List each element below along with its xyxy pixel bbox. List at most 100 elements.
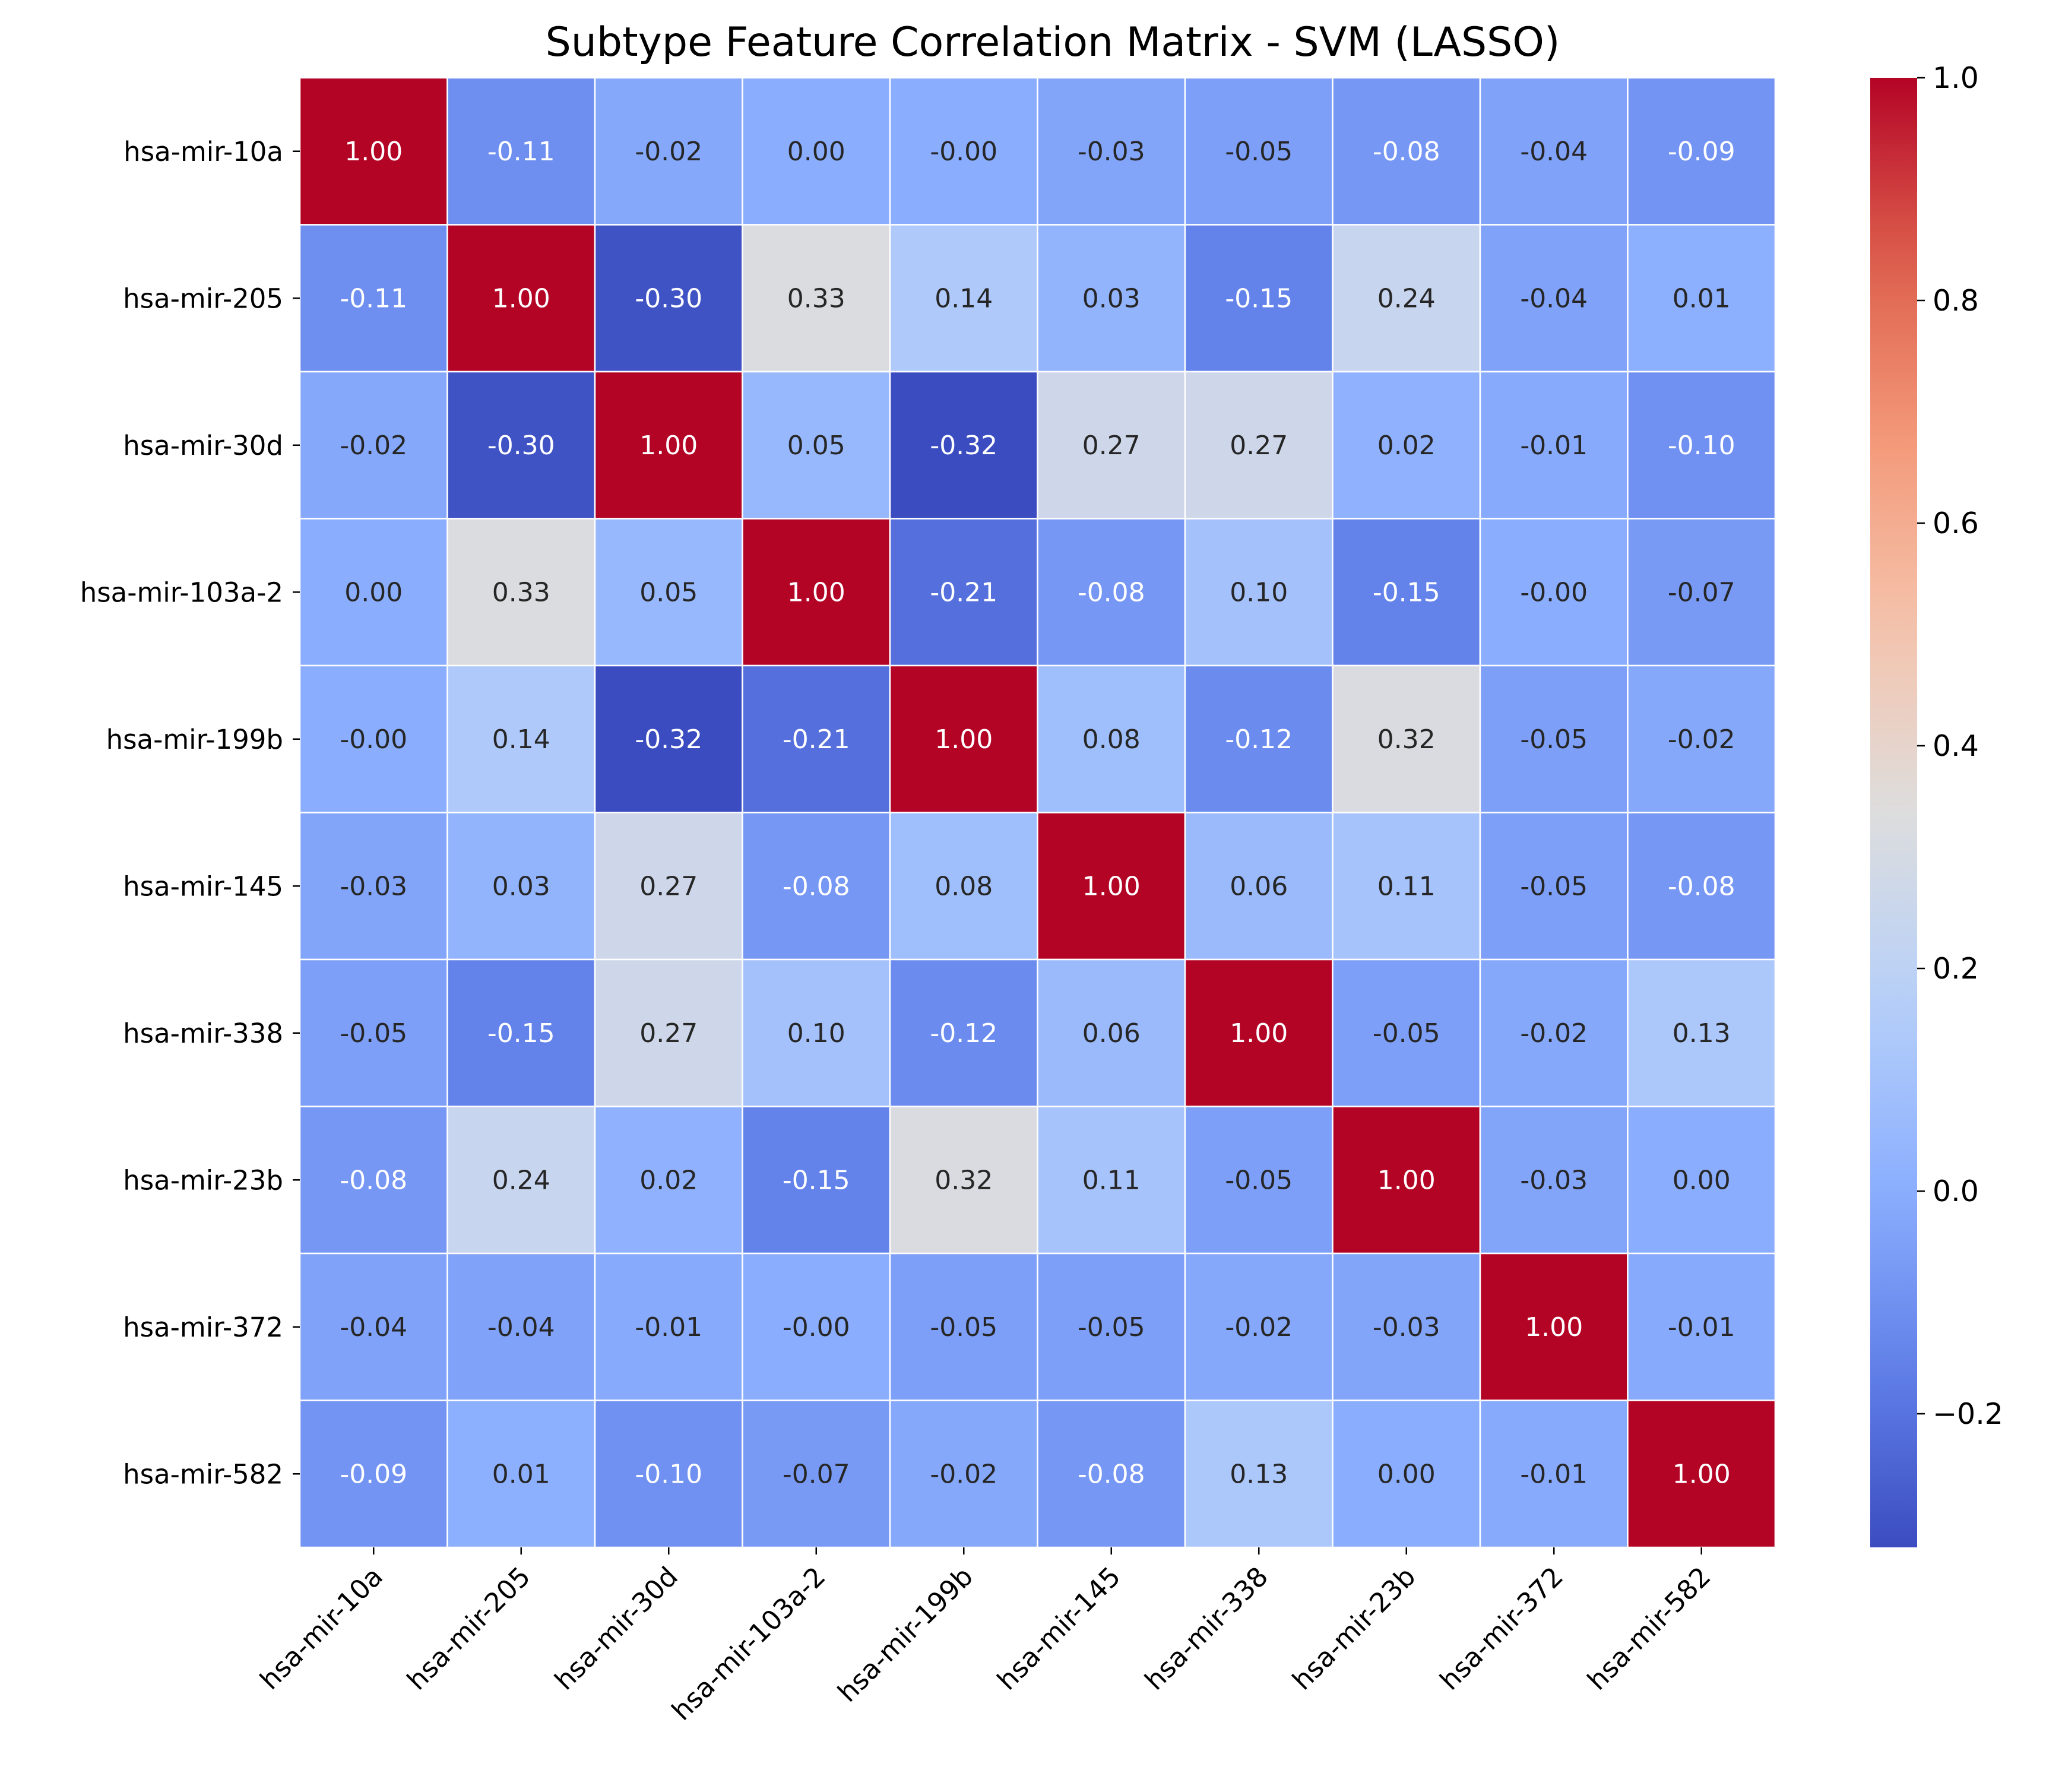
cell-value-label: 0.13: [1673, 1018, 1731, 1049]
heatmap-cell: [1332, 1400, 1481, 1549]
heatmap-cell: [1479, 1400, 1629, 1549]
cell-value-label: 0.08: [1082, 724, 1141, 755]
cell-value-label: -0.07: [783, 1459, 850, 1489]
colorbar-tick-label: 0.0: [1933, 1174, 1979, 1208]
cell-value-label: -0.07: [1668, 577, 1735, 607]
heatmap-cell: [742, 664, 891, 813]
heatmap-cell: [1184, 664, 1334, 813]
heatmap-cell: [1627, 812, 1776, 961]
cell-value-label: -0.15: [783, 1165, 850, 1195]
cell-value-label: 0.27: [639, 871, 698, 901]
heatmap-cell: [594, 518, 743, 667]
y-tick-label: hsa-mir-30d: [123, 430, 283, 461]
cell-value-label: 0.02: [1377, 430, 1436, 461]
cell-value-label: 0.00: [344, 577, 403, 607]
colorbar-gradient: [1870, 78, 1917, 1547]
cell-value-label: -0.12: [1225, 724, 1293, 755]
cell-value-label: -0.03: [340, 871, 407, 901]
cell-value-label: 1.00: [1230, 1018, 1288, 1049]
heatmap-cell: [1627, 1106, 1776, 1255]
y-tick-label: hsa-mir-199b: [106, 724, 283, 755]
cell-value-label: 0.10: [1230, 577, 1288, 607]
cell-value-label: -0.05: [1373, 1018, 1440, 1049]
cell-value-label: -0.08: [1373, 137, 1440, 167]
heatmap-cell: [1184, 958, 1334, 1107]
cell-value-label: 0.24: [1377, 283, 1436, 314]
cell-value-label: -0.08: [1668, 871, 1735, 901]
heatmap-cell: [889, 371, 1038, 520]
heatmap-cell: [446, 371, 596, 520]
cell-value-label: -0.02: [1225, 1312, 1293, 1343]
cell-value-label: -0.08: [1078, 1459, 1145, 1489]
cell-value-label: 0.33: [492, 577, 550, 607]
cell-value-label: 0.05: [639, 577, 698, 607]
heatmap-cell: [889, 664, 1038, 813]
cell-value-label: -0.15: [487, 1018, 555, 1049]
heatmap-cell: [1479, 1106, 1629, 1255]
heatmap-cell: [1332, 812, 1481, 961]
heatmap-cell: [1627, 1252, 1776, 1401]
cell-value-label: -0.10: [1668, 430, 1735, 461]
heatmap-cell: [1037, 1400, 1186, 1549]
cell-value-label: -0.10: [635, 1459, 702, 1489]
colorbar-tick-label: 0.6: [1933, 506, 1979, 540]
heatmap-cell: [299, 1400, 448, 1549]
cell-value-label: -0.01: [1520, 430, 1588, 461]
y-axis: hsa-mir-10a hsa-mir-205 hsa-mir-30d hsa-mir…: [80, 136, 300, 1490]
cell-value-label: -0.01: [1520, 1459, 1588, 1489]
cell-value-label: -0.08: [340, 1165, 407, 1195]
heatmap-cell: [1037, 812, 1186, 961]
heatmap-cell: [1037, 224, 1186, 373]
cell-value-label: -0.30: [487, 430, 555, 461]
cell-value-label: 0.08: [935, 871, 993, 901]
heatmap-cell: [446, 958, 596, 1107]
cell-value-label: 0.32: [1377, 724, 1436, 755]
cell-value-label: 0.00: [1673, 1165, 1731, 1195]
cell-value-label: 0.32: [935, 1165, 993, 1195]
heatmap-cells: [299, 77, 1776, 1549]
heatmap-cell: [742, 958, 891, 1107]
cell-value-label: 0.27: [1230, 430, 1288, 461]
heatmap-cell: [1479, 958, 1629, 1107]
heatmap-cell: [742, 812, 891, 961]
cell-value-label: 0.33: [787, 283, 845, 314]
heatmap-cell: [446, 664, 596, 813]
y-tick-label: hsa-mir-372: [123, 1312, 283, 1343]
cell-value-label: -0.12: [930, 1018, 997, 1049]
y-tick-label: hsa-mir-145: [123, 870, 283, 902]
heatmap-cell: [1479, 664, 1629, 813]
heatmap-cell: [594, 958, 743, 1107]
heatmap-cell: [1627, 224, 1776, 373]
cell-value-label: -0.04: [340, 1312, 407, 1343]
heatmap-cell: [446, 1400, 596, 1549]
cell-value-label: -0.01: [1668, 1312, 1735, 1343]
cell-value-label: -0.15: [1225, 283, 1293, 314]
heatmap-cell: [1037, 371, 1186, 520]
cell-value-label: -0.30: [635, 283, 702, 314]
heatmap-cell: [889, 1252, 1038, 1401]
heatmap-cell: [446, 812, 596, 961]
heatmap-cell: [1627, 958, 1776, 1107]
heatmap-cell: [1037, 1106, 1186, 1255]
cell-value-label: -0.00: [1520, 577, 1588, 607]
heatmap-cell: [742, 518, 891, 667]
cell-value-label: -0.01: [635, 1312, 702, 1343]
heatmap-cell: [594, 371, 743, 520]
cell-value-label: 0.05: [787, 430, 845, 461]
heatmap-cell: [889, 1106, 1038, 1255]
heatmap-cell: [1332, 224, 1481, 373]
colorbar-tick-label: 0.8: [1933, 284, 1979, 318]
heatmap-cell: [889, 958, 1038, 1107]
cell-value-label: 0.14: [935, 283, 993, 314]
y-tick-label: hsa-mir-23b: [123, 1164, 283, 1196]
cell-value-label: 0.24: [492, 1165, 550, 1195]
colorbar-tick-label: −0.2: [1933, 1397, 2003, 1431]
cell-value-label: -0.05: [1078, 1312, 1145, 1343]
heatmap-cell: [1627, 1400, 1776, 1549]
cell-value-label: -0.05: [1225, 1165, 1293, 1195]
cell-value-label: 0.03: [1082, 283, 1141, 314]
heatmap-cell: [742, 1106, 891, 1255]
heatmap-cell: [446, 1106, 596, 1255]
heatmap-cell: [594, 812, 743, 961]
heatmap-cell: [1627, 77, 1776, 226]
